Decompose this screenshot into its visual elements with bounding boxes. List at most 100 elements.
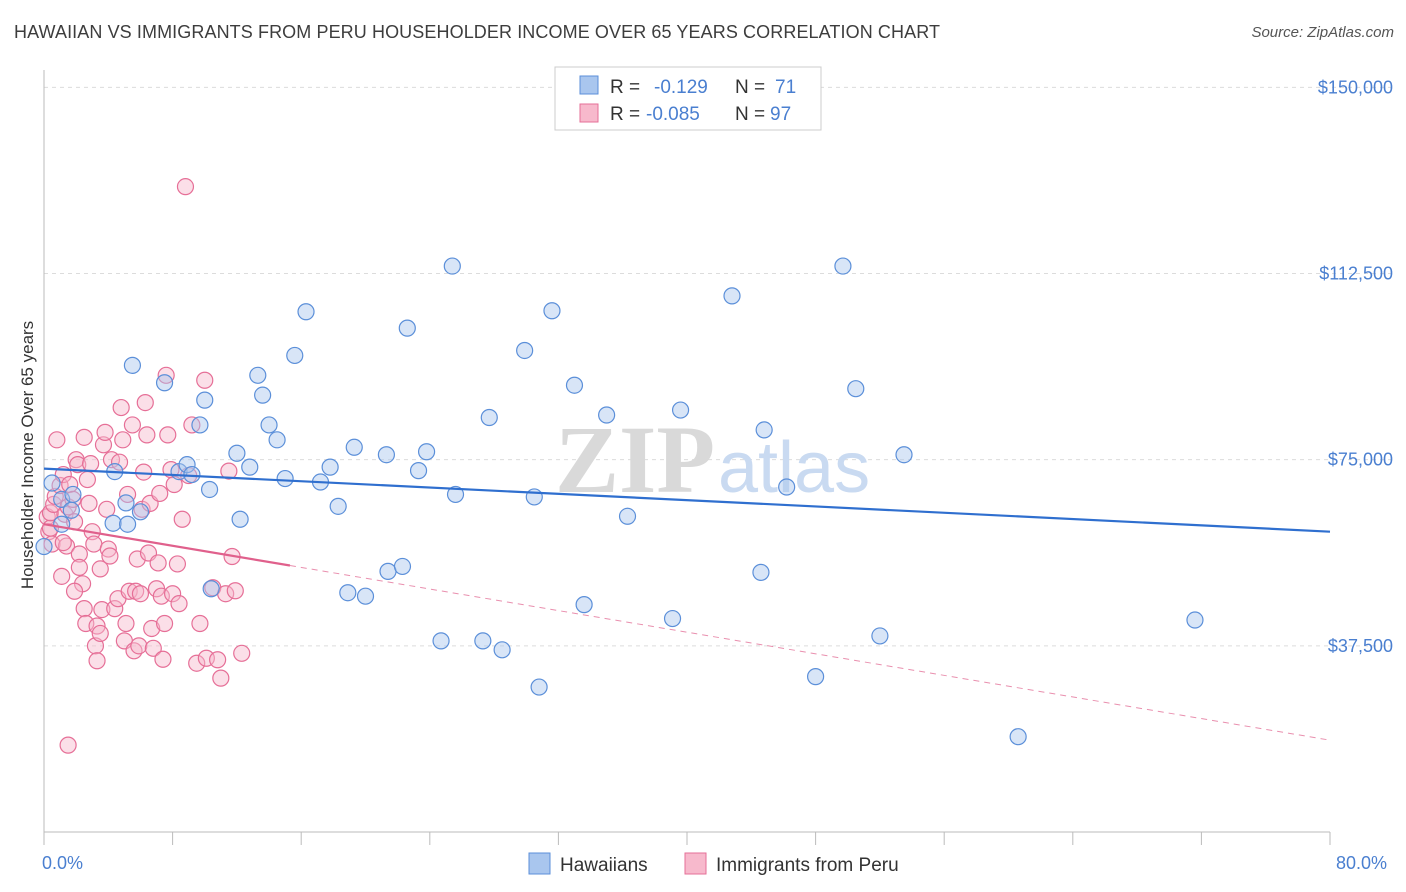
y-tick-labels: $37,500 $75,000 $112,500 $150,000 [1318,77,1393,655]
bottom-legend-swatch-peru[interactable] [684,852,707,875]
peru-point [144,639,162,657]
peru-point [94,436,113,454]
hawaiians-point [480,408,498,427]
y-axis-title: Householder Income Over 65 years [18,321,37,589]
x-ticks [43,832,1331,845]
peru-point [191,614,209,633]
peru-point [154,650,172,668]
peru-point [96,423,114,441]
hawaiians-point [834,257,852,275]
hawaiians-point [123,356,142,374]
peru-point [159,426,177,444]
peru-point [48,431,66,449]
peru-point [114,431,132,449]
hawaiians-point [53,515,71,533]
stats-n-label-pink: N = [735,104,765,125]
hawaiians-point [377,446,395,464]
peru-point [136,393,154,412]
peru-point [120,582,138,600]
hawaiians-point [53,490,71,509]
peru-point [75,428,93,446]
hawaiians-point [671,401,690,419]
hawaiians-point [254,386,272,404]
peru-point [226,582,244,600]
hawaiians-point [155,374,174,392]
peru-point [131,585,150,603]
peru-point [54,533,72,552]
hawaiians-point [446,485,465,504]
hawaiians-point [379,562,397,580]
stats-n-value-blue: 71 [775,77,796,98]
bottom-legend-label-peru[interactable]: Immigrants from Peru [716,855,899,876]
peru-point [127,582,145,600]
peru-point [176,178,195,196]
peru-point [70,558,88,577]
peru-point [220,462,238,480]
hawaiians-point [443,257,461,275]
peru-point [151,484,169,503]
peru-point [135,463,153,481]
hawaiians-point [752,563,770,581]
trend-lines [43,467,1331,741]
hawaiians-point [598,406,616,424]
stats-legend-swatch-blue [579,75,599,95]
hawaiians-point [297,303,315,321]
hawaiians-point [806,668,825,686]
peru-point [70,545,88,563]
hawaiians-point [249,366,267,384]
hawaiians-point [393,557,412,576]
y-tick-label: $112,500 [1319,264,1393,284]
hawaiians-point [565,376,584,394]
hawaiians-point [1009,728,1027,746]
hawaiians-point [196,391,214,409]
x-tick-label-max: 80.0% [1336,853,1387,873]
peru-point [164,585,182,603]
peru-point [117,614,135,633]
peru-point [75,600,93,618]
peru-point [69,456,87,474]
peru-point [98,500,116,518]
hawaiians-point [117,494,135,512]
stats-r-value-pink: -0.085 [646,104,700,125]
hawaiians-point [398,319,416,337]
peru-point [91,560,109,578]
hawaiians-point [663,609,682,628]
peru-point [123,416,142,434]
hawaiians-point [321,458,339,476]
hawaiians-point [268,431,286,449]
hawaiians-point [543,302,561,320]
hawaiians-point [191,416,209,434]
peru-point [152,587,170,605]
hawaiians-point [618,507,637,525]
peru-point [188,654,206,672]
peru-point [88,652,106,670]
bottom-legend-swatch-hawaiians[interactable] [528,852,551,875]
peru-point [110,453,129,471]
hawaiians-point [530,678,548,696]
peru-point [209,651,227,669]
x-tick-label-min: 0.0% [42,853,83,873]
hawaiians-point [516,341,534,360]
peru-point [80,494,98,512]
source-label: Source: ZipAtlas.com [1251,24,1394,41]
hawaiians-point [474,632,492,650]
watermark: ZIP atlas [555,406,870,513]
chart-title: HAWAIIAN VS IMMIGRANTS FROM PERU HOUSEHO… [14,22,941,42]
peru-point [65,582,84,600]
peru-point [112,398,130,417]
hawaiians-point [1186,611,1204,629]
peru-point [149,554,167,572]
peru-point [130,637,148,655]
bottom-legend-label-hawaiians[interactable]: Hawaiians [560,855,648,876]
hawaiians-point [178,456,196,474]
hawaiians-point [62,501,80,519]
stats-r-label-blue: R = [610,77,640,98]
peru-point [173,510,191,528]
hawaiians-point [276,469,294,488]
hawaiians-point [231,510,249,528]
stats-n-label-blue: N = [735,77,765,98]
gridlines [44,86,1392,647]
hawaiians-point [339,584,357,602]
peru-point [168,555,187,573]
